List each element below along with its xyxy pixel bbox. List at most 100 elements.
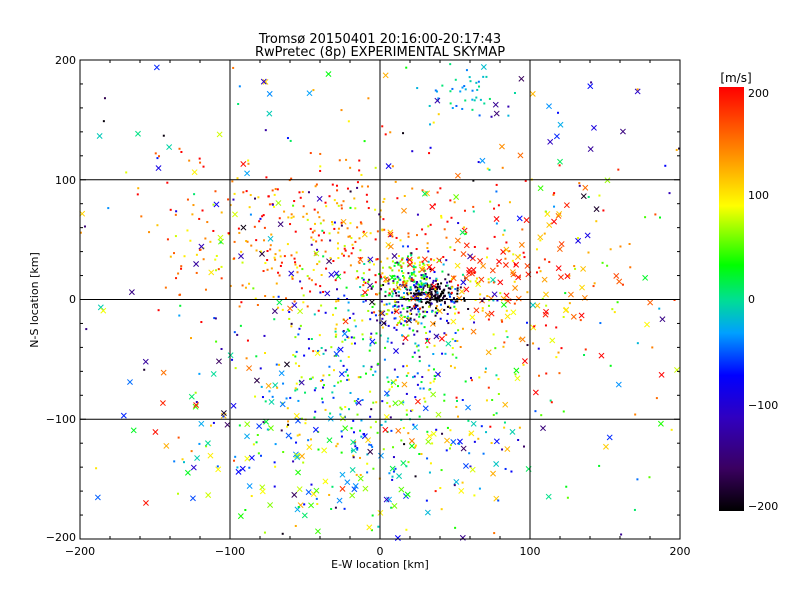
- data-point-dot: [174, 213, 177, 216]
- data-point-dot: [507, 105, 510, 108]
- data-point-cross: [500, 248, 507, 255]
- data-point-dot: [355, 277, 358, 280]
- data-point-dot: [437, 283, 440, 286]
- data-point-cross: [414, 398, 421, 405]
- data-point-dot: [346, 328, 349, 331]
- data-point-dot: [349, 206, 352, 209]
- data-point-dot: [387, 324, 390, 327]
- data-point-dot: [308, 277, 311, 280]
- data-point-dot: [329, 412, 332, 415]
- data-point-dot: [420, 283, 423, 286]
- data-point-dot: [432, 380, 435, 383]
- data-point-dot: [388, 288, 391, 291]
- data-point-dot: [402, 132, 405, 135]
- y-tick-label: 100: [55, 174, 76, 187]
- data-point-cross: [238, 253, 244, 260]
- data-point-dot: [421, 284, 424, 287]
- data-point-cross: [130, 427, 137, 434]
- data-point-dot: [397, 278, 400, 281]
- data-point-dot: [277, 306, 280, 309]
- data-point-cross: [504, 313, 511, 320]
- data-point-cross: [497, 279, 504, 286]
- data-point-dot: [335, 354, 338, 357]
- data-point-cross: [253, 377, 260, 384]
- data-point-dot: [294, 362, 297, 365]
- data-point-dot: [264, 295, 267, 298]
- data-point-dot: [195, 271, 198, 274]
- data-point-dot: [381, 400, 384, 403]
- data-point-dot: [459, 345, 462, 348]
- data-point-cross: [389, 465, 396, 472]
- data-point-dot: [613, 311, 616, 314]
- data-point-dot: [440, 299, 443, 302]
- data-point-dot: [248, 466, 251, 469]
- data-point-cross: [463, 286, 470, 293]
- data-point-dot: [204, 288, 207, 291]
- data-point-dot: [294, 263, 297, 266]
- data-point-dot: [352, 419, 355, 422]
- data-point-dot: [366, 471, 369, 474]
- data-point-dot: [372, 401, 375, 404]
- data-point-dot: [418, 360, 421, 363]
- data-point-dot: [436, 312, 439, 315]
- data-point-cross: [232, 211, 238, 218]
- data-point-dot: [659, 216, 662, 219]
- data-point-dot: [321, 397, 324, 400]
- data-point-dot: [430, 302, 433, 305]
- data-point-dot: [433, 344, 436, 347]
- data-point-dot: [246, 240, 249, 243]
- data-point-dot: [436, 309, 439, 312]
- data-point-cross: [260, 78, 267, 85]
- data-point-dot: [186, 198, 189, 201]
- data-point-dot: [331, 223, 334, 226]
- data-point-dot: [271, 189, 274, 192]
- data-point-dot: [189, 239, 192, 242]
- data-point-cross: [380, 320, 387, 327]
- data-point-dot: [414, 285, 417, 288]
- data-point-dot: [408, 299, 411, 302]
- data-point-dot: [406, 292, 409, 295]
- data-point-dot: [148, 231, 151, 234]
- data-point-dot: [382, 448, 385, 451]
- data-point-cross: [463, 242, 470, 249]
- data-point-cross: [470, 328, 477, 335]
- data-point-cross: [321, 447, 328, 454]
- data-point-dot: [340, 207, 343, 210]
- data-point-dot: [436, 291, 439, 294]
- data-point-dot: [297, 399, 300, 402]
- data-point-dot: [263, 226, 266, 229]
- data-point-dot: [346, 374, 349, 377]
- data-point-dot: [486, 247, 489, 250]
- data-point-dot: [313, 313, 316, 316]
- data-point-cross: [163, 442, 170, 449]
- data-point-dot: [472, 210, 475, 213]
- data-point-cross: [205, 492, 212, 499]
- data-point-dot: [312, 350, 315, 353]
- colorbar-tick-label: −200: [748, 500, 778, 513]
- data-point-dot: [376, 293, 379, 296]
- data-point-dot: [413, 307, 416, 310]
- data-point-dot: [298, 364, 301, 367]
- data-point-dot: [388, 388, 391, 391]
- data-point-cross: [277, 221, 284, 228]
- data-point-cross: [267, 425, 274, 432]
- data-point-dot: [256, 303, 259, 306]
- data-point-dot: [478, 85, 481, 88]
- data-point-dot: [544, 324, 547, 327]
- data-point-dot: [417, 344, 420, 347]
- data-point-cross: [435, 371, 441, 378]
- data-point-dot: [330, 346, 333, 349]
- data-point-dot: [399, 260, 402, 263]
- data-point-dot: [407, 272, 410, 275]
- data-point-dot: [287, 420, 290, 423]
- data-point-cross: [422, 405, 429, 412]
- data-point-dot: [401, 258, 404, 261]
- colorbar-tick-label: 200: [748, 87, 769, 100]
- data-point-dot: [275, 363, 278, 366]
- data-point-dot: [310, 279, 313, 282]
- data-point-dot: [420, 267, 423, 270]
- data-point-dot: [380, 300, 383, 303]
- data-point-dot: [443, 300, 446, 303]
- data-point-dot: [428, 301, 431, 304]
- data-point-dot: [316, 503, 319, 506]
